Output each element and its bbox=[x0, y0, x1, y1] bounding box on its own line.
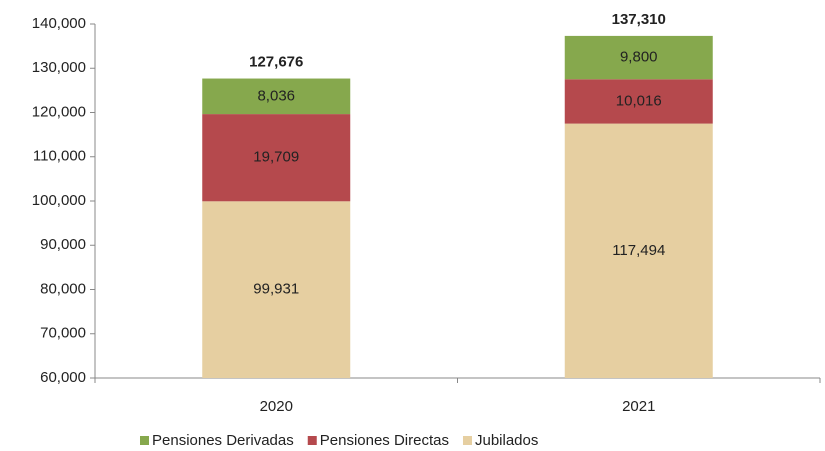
legend-swatch bbox=[140, 436, 149, 445]
y-tick-label: 70,000 bbox=[40, 325, 86, 342]
data-label: 9,800 bbox=[620, 49, 658, 66]
legend-label: Pensiones Directas bbox=[320, 432, 449, 449]
data-label: 10,016 bbox=[616, 92, 662, 109]
legend-label: Jubilados bbox=[475, 432, 538, 449]
bar-segment bbox=[564, 35, 713, 80]
bar-segment bbox=[564, 123, 713, 378]
x-tick-label: 2021 bbox=[622, 398, 655, 415]
x-tick-label: 2020 bbox=[260, 398, 293, 415]
data-label: 8,036 bbox=[257, 87, 295, 104]
y-tick-label: 90,000 bbox=[40, 236, 86, 253]
total-label: 127,676 bbox=[249, 54, 303, 71]
bar-segment bbox=[202, 78, 351, 115]
bar-segment bbox=[202, 114, 351, 202]
y-tick-label: 60,000 bbox=[40, 369, 86, 386]
y-tick-label: 120,000 bbox=[32, 103, 86, 120]
data-label: 99,931 bbox=[253, 281, 299, 298]
y-tick-label: 130,000 bbox=[32, 59, 86, 76]
legend-swatch bbox=[307, 436, 317, 445]
bar-segment bbox=[564, 79, 713, 124]
y-tick-label: 110,000 bbox=[33, 148, 86, 165]
y-tick-label: 140,000 bbox=[32, 15, 86, 32]
legend-swatch bbox=[462, 436, 472, 445]
bar-segment bbox=[202, 201, 351, 378]
data-label: 117,494 bbox=[612, 242, 665, 259]
y-tick-label: 80,000 bbox=[40, 280, 86, 297]
total-label: 137,310 bbox=[612, 11, 666, 28]
legend-label: Pensiones Derivadas bbox=[152, 432, 294, 449]
data-label: 19,709 bbox=[253, 149, 299, 166]
y-tick-label: 100,000 bbox=[32, 192, 86, 209]
